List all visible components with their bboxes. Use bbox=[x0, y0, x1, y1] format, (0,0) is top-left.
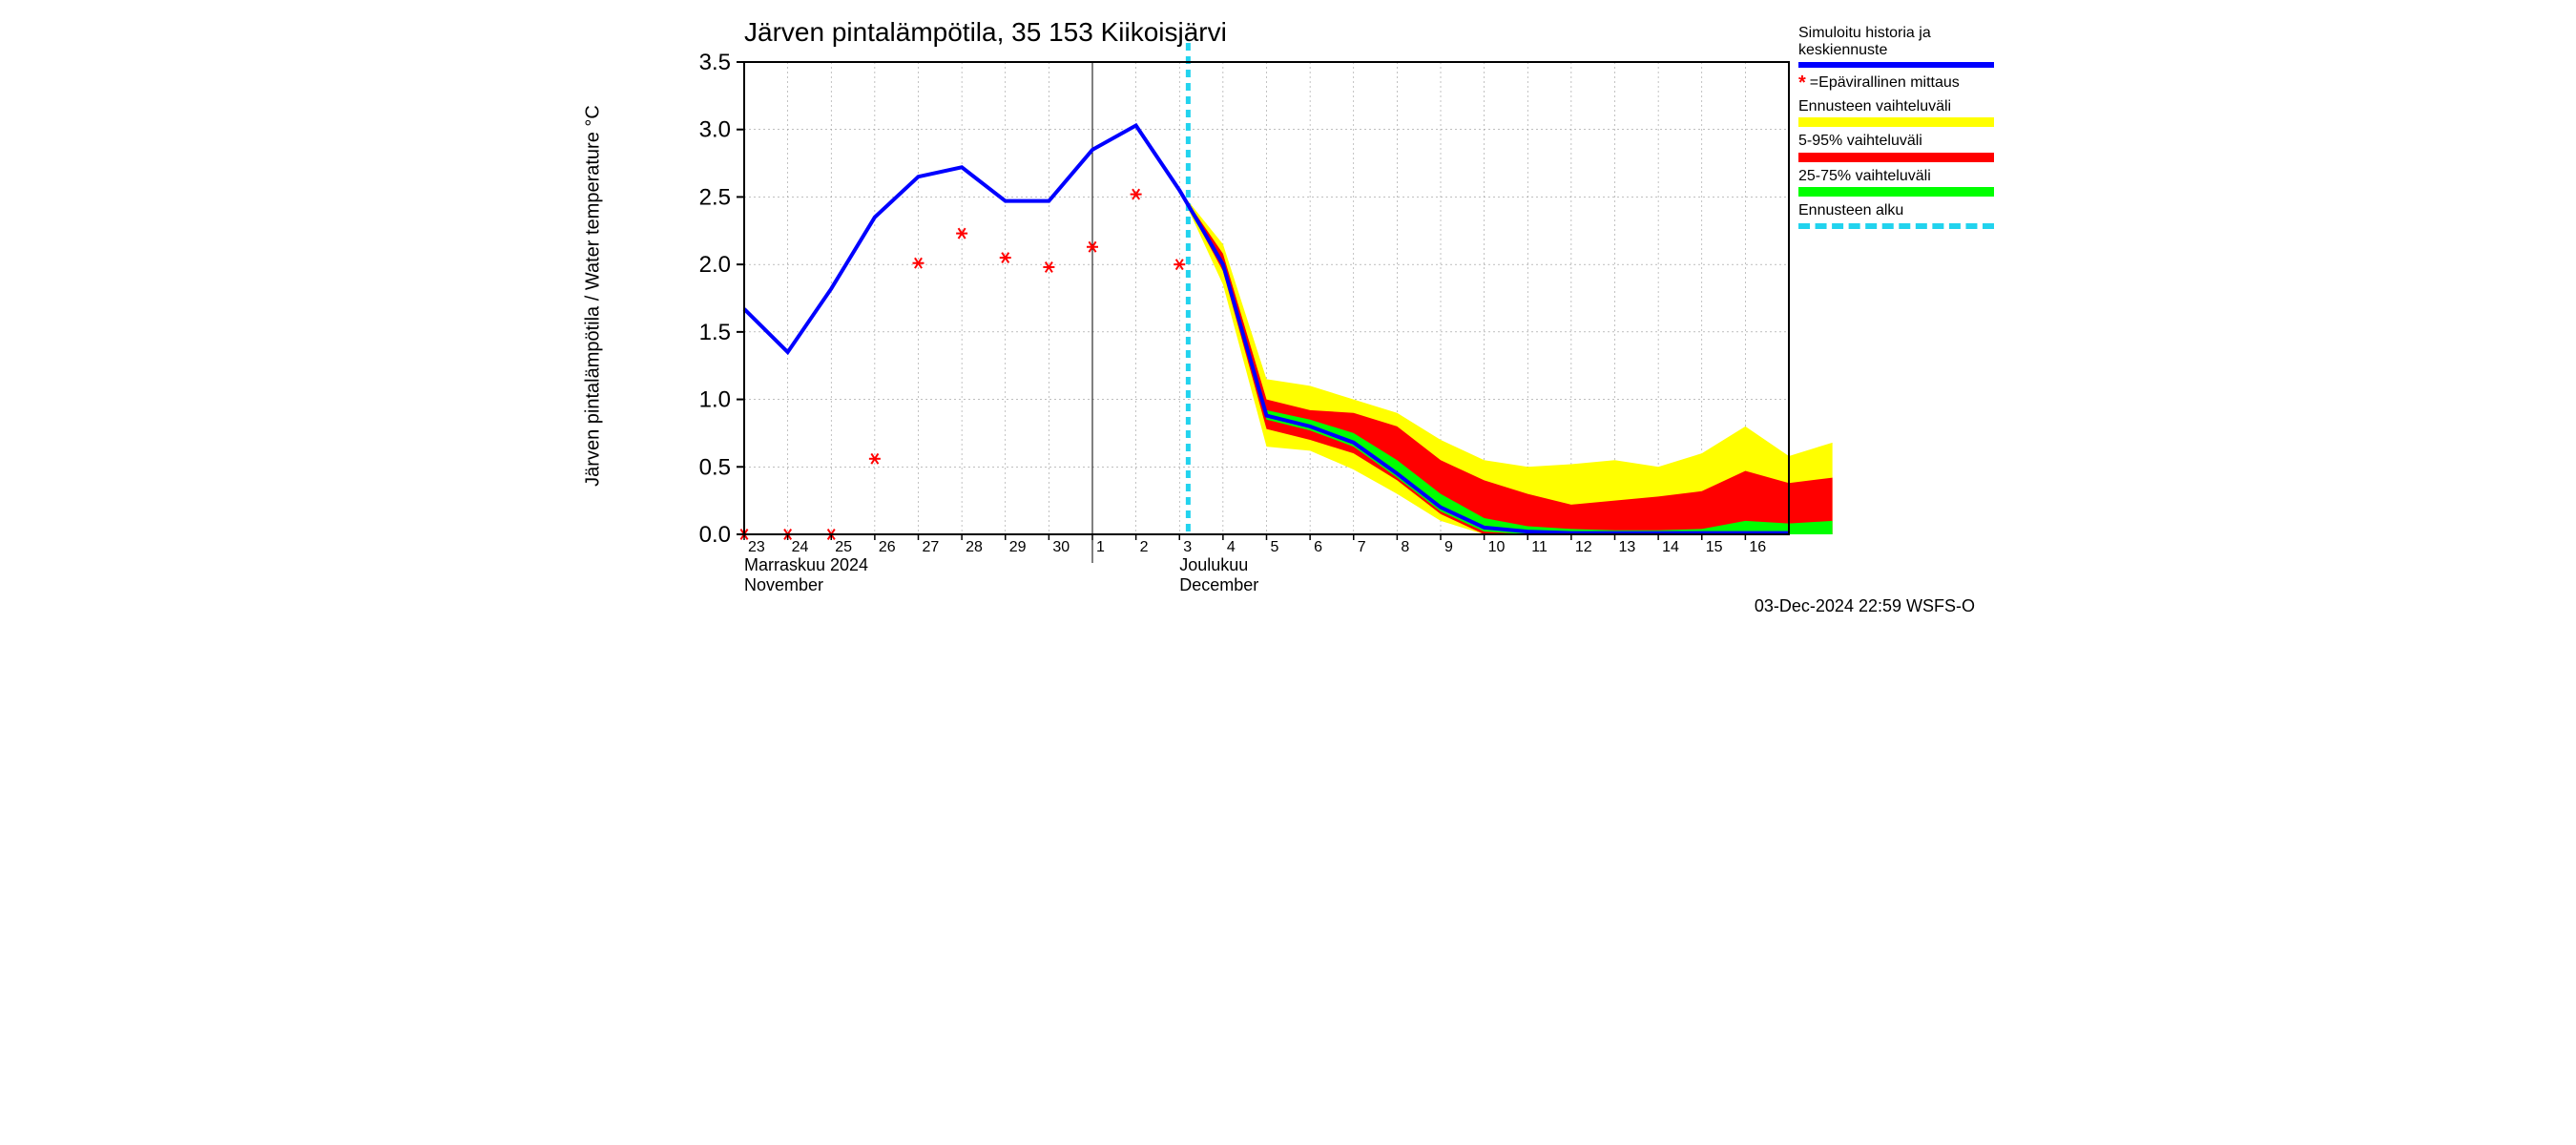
legend-swatch-full bbox=[1798, 117, 1994, 127]
svg-text:1.0: 1.0 bbox=[699, 387, 731, 413]
svg-text:2.5: 2.5 bbox=[699, 184, 731, 210]
legend-item-obs: * =Epävirallinen mittaus bbox=[1798, 73, 1994, 93]
svg-text:27: 27 bbox=[923, 539, 940, 555]
month-label: Marraskuu 2024November bbox=[744, 555, 868, 594]
month-label: JoulukuuDecember bbox=[1179, 555, 1258, 594]
svg-text:2.0: 2.0 bbox=[699, 252, 731, 278]
legend-swatch-dash bbox=[1798, 223, 1994, 229]
legend-item-sim: Simuloitu historia ja keskiennuste bbox=[1798, 25, 1994, 68]
svg-text:23: 23 bbox=[748, 539, 765, 555]
svg-text:11: 11 bbox=[1531, 539, 1548, 555]
svg-text:6: 6 bbox=[1314, 539, 1322, 555]
svg-text:26: 26 bbox=[879, 539, 896, 555]
timestamp-footer: 03-Dec-2024 22:59 WSFS-O bbox=[1755, 596, 1975, 616]
legend: Simuloitu historia ja keskiennuste * =Ep… bbox=[1798, 25, 1994, 235]
svg-text:3: 3 bbox=[1183, 539, 1192, 555]
svg-text:10: 10 bbox=[1488, 539, 1506, 555]
svg-text:7: 7 bbox=[1358, 539, 1366, 555]
svg-text:29: 29 bbox=[1009, 539, 1027, 555]
svg-text:5: 5 bbox=[1271, 539, 1279, 555]
asterisk-icon: * bbox=[1798, 73, 1806, 93]
svg-text:13: 13 bbox=[1619, 539, 1636, 555]
legend-swatch-90 bbox=[1798, 153, 1994, 162]
svg-text:8: 8 bbox=[1401, 539, 1409, 555]
svg-text:0.0: 0.0 bbox=[699, 522, 731, 548]
svg-text:9: 9 bbox=[1444, 539, 1453, 555]
svg-text:3.5: 3.5 bbox=[699, 50, 731, 75]
svg-text:3.0: 3.0 bbox=[699, 117, 731, 143]
svg-text:1.5: 1.5 bbox=[699, 320, 731, 345]
legend-item-band-full: Ennusteen vaihteluväli bbox=[1798, 98, 1994, 127]
svg-text:4: 4 bbox=[1227, 539, 1236, 555]
svg-text:15: 15 bbox=[1706, 539, 1723, 555]
svg-text:30: 30 bbox=[1052, 539, 1070, 555]
svg-text:2: 2 bbox=[1140, 539, 1149, 555]
legend-item-forecast-start: Ennusteen alku bbox=[1798, 202, 1994, 229]
svg-text:0.5: 0.5 bbox=[699, 454, 731, 480]
svg-text:28: 28 bbox=[966, 539, 983, 555]
legend-item-band-90: 5-95% vaihteluväli bbox=[1798, 133, 1994, 161]
svg-text:12: 12 bbox=[1575, 539, 1592, 555]
svg-text:1: 1 bbox=[1096, 539, 1105, 555]
svg-text:16: 16 bbox=[1749, 539, 1766, 555]
legend-swatch-50 bbox=[1798, 187, 1994, 197]
legend-item-band-50: 25-75% vaihteluväli bbox=[1798, 168, 1994, 197]
svg-text:14: 14 bbox=[1662, 539, 1679, 555]
chart-container: Järven pintalämpötila / Water temperatur… bbox=[572, 0, 2004, 635]
svg-text:25: 25 bbox=[835, 539, 852, 555]
legend-swatch-sim bbox=[1798, 62, 1994, 68]
chart-plot: 0.00.51.01.52.02.53.03.52324252627282930… bbox=[572, 0, 2004, 635]
svg-text:24: 24 bbox=[792, 539, 809, 555]
